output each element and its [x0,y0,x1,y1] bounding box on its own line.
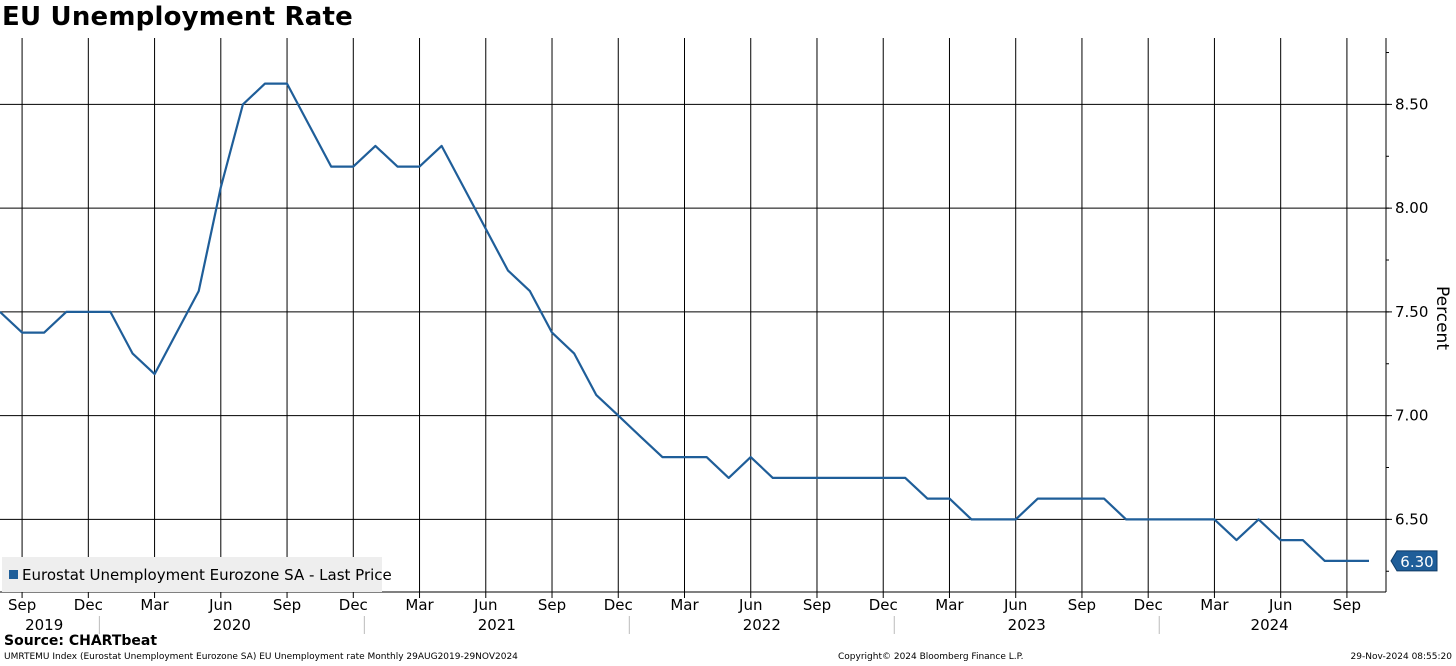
x-tick-label: Sep [538,596,566,614]
y-tick-label: 7.50 [1395,303,1428,321]
x-tick-label: Mar [1200,596,1229,614]
x-tick-label: Mar [670,596,699,614]
x-tick-label: Jun [1268,596,1292,614]
source-label: Source: CHARTbeat [4,633,158,649]
x-tick-label: Jun [738,596,762,614]
x-tick-label: Jun [1003,596,1027,614]
y-tick-label: 6.50 [1395,510,1428,528]
x-tick-label: Jun [208,596,232,614]
x-year-label: 2022 [743,616,781,634]
series-layer [0,82,1369,563]
x-tick-label: Sep [1333,596,1361,614]
y-tick-label: 7.00 [1395,407,1428,425]
x-year-label: 2019 [25,616,63,634]
y-tick-label: 8.50 [1395,95,1428,113]
legend-background [2,557,382,592]
x-tick-label: Sep [1068,596,1096,614]
x-year-label: 2021 [478,616,516,634]
plot-frame [0,38,1387,593]
last-value-tag [1390,550,1438,572]
legend-label: Eurostat Unemployment Eurozone SA - Last… [22,566,392,584]
footer-copyright: Copyright© 2024 Bloomberg Finance L.P. [838,652,1024,662]
x-tick-label: Dec [74,596,103,614]
chart-title: EU Unemployment Rate [2,2,353,32]
x-tick-label: Mar [935,596,964,614]
x-tick-label: Mar [405,596,434,614]
x-tick-label: Dec [339,596,368,614]
series-line [0,82,1369,563]
last-value-label: 6.30 [1400,553,1433,571]
footer-description: UMRTEMU Index (Eurostat Unemployment Eur… [4,652,518,662]
y-axis: 6.50 7.00 7.50 8.00 8.50 6.30 [1386,52,1438,572]
y-axis-title: Percent [1432,286,1452,350]
y-tick-label: 8.00 [1395,199,1428,217]
legend-swatch [9,570,18,579]
x-tick-label: Dec [604,596,633,614]
footer-timestamp: 29-Nov-2024 08:55:20 [1350,652,1452,662]
x-tick-label: Jun [473,596,497,614]
legend: Eurostat Unemployment Eurozone SA - Last… [2,557,392,592]
x-axis: Sep Dec Mar Jun Sep Dec Mar Jun Sep Dec Mar Jun Sep D… [8,592,1361,634]
vertical-gridlines [21,38,1348,592]
x-tick-label: Sep [273,596,301,614]
x-tick-label: Sep [803,596,831,614]
x-year-label: 2023 [1008,616,1046,634]
x-year-label: 2020 [213,616,251,634]
x-tick-label: Dec [869,596,898,614]
x-tick-label: Sep [8,596,36,614]
x-tick-label: Mar [140,596,169,614]
x-tick-label: Dec [1134,596,1163,614]
x-year-label: 2024 [1251,616,1289,634]
